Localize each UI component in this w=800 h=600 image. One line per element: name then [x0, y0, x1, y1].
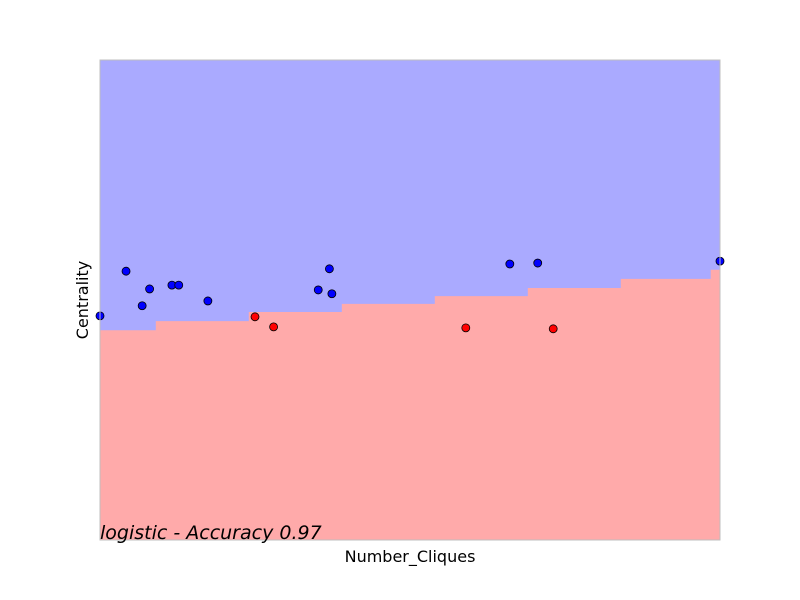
- scatter-point: [548, 324, 558, 334]
- scatter-point: [250, 312, 260, 322]
- scatter-point: [505, 259, 515, 269]
- scatter-point: [327, 289, 337, 299]
- data-points: [95, 256, 725, 334]
- scatter-point: [269, 322, 279, 332]
- scatter-point: [461, 323, 471, 333]
- plot-area: [95, 59, 725, 541]
- scatter-point: [145, 284, 155, 294]
- accuracy-annotation: logistic - Accuracy 0.97: [100, 522, 322, 544]
- scatter-point: [174, 280, 184, 290]
- decision-region-red: [100, 269, 720, 540]
- scatter-point: [137, 301, 147, 311]
- scatter-point: [203, 296, 213, 306]
- plot-frame: [99, 59, 721, 541]
- scatter-point: [121, 266, 131, 276]
- scatter-point: [533, 258, 543, 268]
- x-axis-label: Number_Cliques: [345, 547, 476, 567]
- scatter-point: [313, 285, 323, 295]
- y-axis-label: Centrality: [73, 261, 92, 339]
- scatter-point: [324, 264, 334, 274]
